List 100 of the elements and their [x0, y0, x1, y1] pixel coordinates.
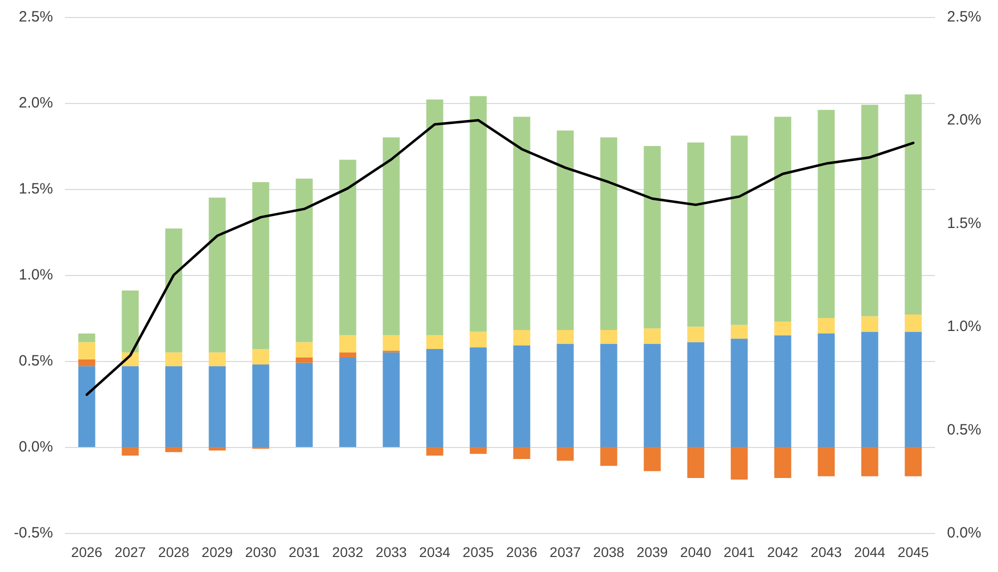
- y-tick-label: 2.0%: [18, 94, 53, 112]
- bar: [296, 178, 313, 342]
- bar: [644, 328, 661, 344]
- y-tick-label: 1.5%: [18, 180, 53, 198]
- bar: [861, 447, 878, 476]
- bar: [470, 332, 487, 348]
- x-tick-label: 2030: [245, 544, 277, 560]
- bar: [165, 366, 182, 447]
- bar: [208, 352, 226, 366]
- bar: [556, 330, 574, 344]
- bar: [252, 182, 270, 349]
- y-tick-label: 0.5%: [18, 352, 53, 370]
- bar: [252, 364, 270, 447]
- bar: [78, 366, 96, 447]
- y2-tick-label: 0.5%: [947, 421, 982, 438]
- bar: [904, 314, 922, 332]
- y-tick-label: 0.0%: [18, 438, 53, 456]
- bar: [600, 344, 618, 447]
- x-tick-label: 2032: [332, 544, 364, 560]
- bar: [426, 348, 444, 447]
- bar: [818, 447, 835, 476]
- bar: [208, 198, 226, 352]
- bar: [730, 338, 748, 447]
- bar: [426, 335, 444, 349]
- y-tick-label: -0.5%: [14, 524, 53, 542]
- bar: [600, 330, 618, 344]
- bar: [513, 330, 530, 346]
- bar: [470, 96, 487, 332]
- x-tick-label: 2027: [114, 544, 146, 560]
- x-tick-label: 2037: [550, 544, 582, 560]
- bar: [426, 100, 444, 336]
- bar: [339, 358, 356, 447]
- y2-tick-label: 1.5%: [947, 214, 982, 232]
- line-series: [86, 118, 914, 396]
- x-tick-label: 2042: [767, 544, 799, 560]
- bar: [339, 160, 356, 336]
- bar: [904, 447, 922, 476]
- y2-tick-label: 2.5%: [947, 8, 982, 26]
- bar: [122, 447, 139, 456]
- bar: [339, 335, 356, 352]
- bar: [382, 352, 400, 447]
- bar: [687, 447, 704, 478]
- x-tick-label: 2034: [419, 544, 451, 560]
- x-tick-label: 2040: [680, 544, 712, 560]
- bar: [252, 348, 270, 364]
- x-tick-label: 2033: [376, 544, 408, 560]
- x-tick-label: 2035: [462, 544, 494, 560]
- bar: [774, 447, 792, 478]
- bar: [774, 116, 792, 322]
- x-tick-label: 2038: [593, 544, 625, 560]
- x-tick-label: 2026: [71, 544, 103, 560]
- x-tick-label: 2045: [898, 544, 930, 560]
- bar: [818, 110, 835, 318]
- bar: [208, 447, 226, 450]
- bar: [78, 333, 96, 342]
- y2-tick-label: 1.0%: [947, 318, 982, 336]
- bar: [78, 359, 96, 366]
- bar: [165, 228, 182, 352]
- bar: [382, 137, 400, 336]
- bar: [861, 316, 878, 332]
- bar: [644, 447, 661, 472]
- y2-tick-label: 0.0%: [947, 524, 982, 542]
- bar: [513, 346, 530, 447]
- bar: [730, 136, 748, 325]
- bar: [774, 321, 792, 336]
- bar: [470, 347, 487, 447]
- x-tick-label: 2029: [202, 544, 234, 560]
- bar: [556, 130, 574, 330]
- bar: [296, 342, 313, 358]
- bar: [556, 447, 574, 461]
- bar: [122, 366, 139, 447]
- x-tick-label: 2043: [810, 544, 842, 560]
- x-tick-label: 2041: [724, 544, 756, 560]
- bar: [687, 142, 704, 327]
- bar: [513, 116, 530, 330]
- bar: [687, 326, 704, 342]
- bar: [600, 137, 618, 330]
- bar: [774, 335, 792, 447]
- bar: [296, 362, 313, 447]
- bar: [644, 344, 661, 447]
- bar: [644, 146, 661, 328]
- y-tick-label: 2.5%: [18, 8, 53, 26]
- bar: [818, 318, 835, 334]
- y-tick-label: 1.0%: [18, 266, 53, 284]
- bar: [426, 447, 444, 456]
- bar: [382, 335, 400, 351]
- x-tick-label: 2028: [158, 544, 190, 560]
- bar: [600, 447, 618, 466]
- bar: [165, 447, 182, 452]
- bar: [730, 447, 748, 480]
- y2-tick-label: 2.0%: [947, 112, 982, 129]
- x-tick-label: 2036: [506, 544, 538, 560]
- bar: [165, 352, 182, 366]
- bar: [78, 342, 96, 360]
- bar: [818, 333, 835, 447]
- x-tick-label: 2044: [854, 544, 886, 560]
- bar: [861, 104, 878, 316]
- bar: [339, 352, 356, 358]
- bar: [904, 94, 922, 315]
- bar: [296, 358, 313, 363]
